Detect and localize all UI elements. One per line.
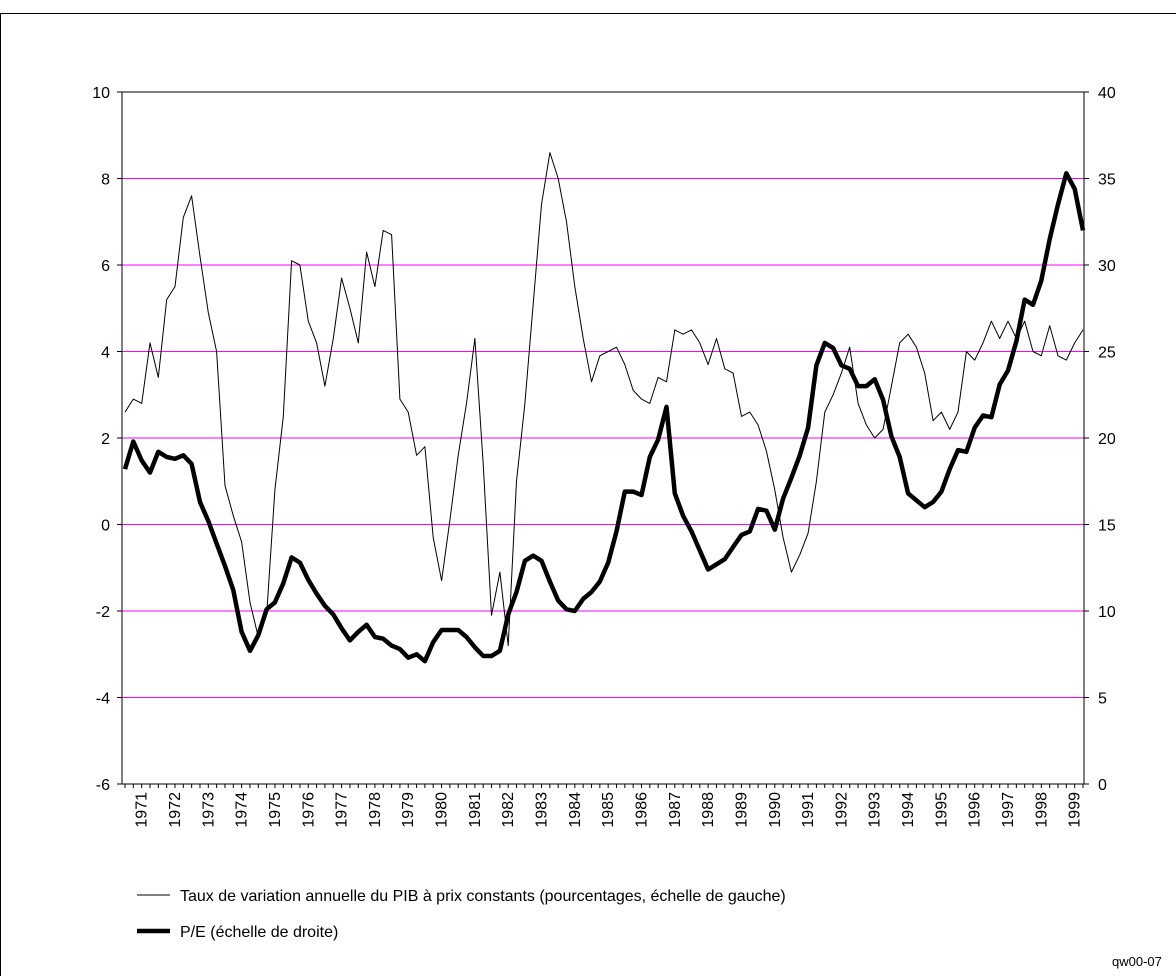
x-tick-label: 1992 <box>833 792 850 828</box>
x-tick-label: 1973 <box>200 792 217 828</box>
y-tick-label: 0 <box>101 518 110 535</box>
y2-tick-label: 0 <box>1098 777 1107 794</box>
x-tick-label: 1987 <box>667 792 684 828</box>
x-tick-label: 1993 <box>867 792 884 828</box>
x-tick-label: 1972 <box>167 792 184 828</box>
x-tick-label: 1976 <box>300 792 317 828</box>
x-tick-label: 1979 <box>400 792 417 828</box>
x-tick-label: 1981 <box>467 792 484 828</box>
plot-area <box>121 91 1085 785</box>
x-tick-label: 1989 <box>733 792 750 828</box>
x-tick-label: 1999 <box>1067 792 1084 828</box>
source-note: qw00-07 <box>1112 954 1162 969</box>
x-tick-label: 1982 <box>500 792 517 828</box>
x-tick-label: 1988 <box>700 792 717 828</box>
x-tick-label: 1998 <box>1033 792 1050 828</box>
legend-label: P/E (échelle de droite) <box>180 924 338 941</box>
x-tick-label: 1980 <box>434 792 451 828</box>
y2-tick-label: 40 <box>1098 85 1116 102</box>
y-tick-label: -4 <box>96 691 110 708</box>
x-tick-label: 1997 <box>1000 792 1017 828</box>
y-tick-label: 2 <box>101 431 110 448</box>
y-tick-label: 8 <box>101 172 110 189</box>
y-tick-label: 4 <box>101 345 110 362</box>
y2-tick-label: 5 <box>1098 691 1107 708</box>
x-tick-label: 1985 <box>600 792 617 828</box>
x-tick-label: 1977 <box>334 792 351 828</box>
y2-tick-label: 15 <box>1098 518 1116 535</box>
y2-tick-label: 35 <box>1098 172 1116 189</box>
y-tick-label: 10 <box>92 85 110 102</box>
x-tick-label: 1971 <box>134 792 151 828</box>
x-tick-label: 1991 <box>800 792 817 828</box>
x-tick-label: 1986 <box>633 792 650 828</box>
x-tick-label: 1974 <box>234 792 251 828</box>
y2-tick-label: 10 <box>1098 604 1116 621</box>
x-tick-label: 1975 <box>267 792 284 828</box>
y-tick-label: -2 <box>96 604 110 621</box>
series-line <box>124 152 1084 647</box>
x-tick-label: 1994 <box>900 792 917 828</box>
series-line <box>122 171 1086 664</box>
legend-label: Taux de variation annuelle du PIB à prix… <box>180 888 786 905</box>
x-tick-label: 1996 <box>967 792 984 828</box>
y2-tick-label: 20 <box>1098 431 1116 448</box>
y-tick-label: -6 <box>96 777 110 794</box>
x-tick-label: 1990 <box>767 792 784 828</box>
x-tick-label: 1978 <box>367 792 384 828</box>
x-tick-label: 1995 <box>933 792 950 828</box>
y2-tick-label: 30 <box>1098 258 1116 275</box>
y2-tick-label: 25 <box>1098 345 1116 362</box>
x-tick-label: 1984 <box>567 792 584 828</box>
y-tick-label: 6 <box>101 258 110 275</box>
x-tick-label: 1983 <box>534 792 551 828</box>
frame <box>0 13 1176 976</box>
